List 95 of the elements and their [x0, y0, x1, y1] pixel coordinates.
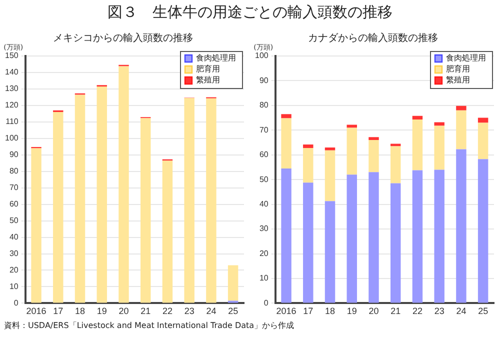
x-tick-label: 25: [228, 306, 238, 316]
x-tick-label: 19: [96, 306, 107, 316]
bar: [303, 144, 314, 148]
bar: [434, 122, 444, 126]
bar: [390, 146, 401, 184]
x-tick-label: 24: [206, 306, 216, 316]
y-tick-label: 90: [9, 150, 19, 160]
bar: [456, 110, 466, 150]
bar: [368, 172, 379, 303]
legend-label: 食肉処理用: [446, 54, 486, 63]
x-tick-label: 22: [162, 306, 172, 316]
bar: [434, 126, 444, 170]
legend-label: 肥育用: [196, 64, 220, 74]
y-tick-label: 90: [259, 76, 269, 85]
bar: [53, 112, 64, 303]
bar: [324, 147, 336, 150]
y-tick-label: 150: [4, 51, 19, 60]
y-tick-label: 130: [4, 84, 19, 94]
bar: [281, 168, 292, 303]
bar: [206, 98, 216, 303]
bar: [96, 86, 107, 303]
bar: [184, 98, 194, 303]
x-tick-label: 20: [118, 306, 129, 316]
y-tick-label: 50: [259, 174, 269, 184]
x-tick-label: 24: [456, 306, 466, 316]
y-tick-label: 40: [259, 200, 269, 209]
bar: [140, 118, 151, 303]
legend-label: 繁殖用: [446, 76, 470, 85]
y-tick-label: 30: [9, 248, 19, 258]
bar: [478, 159, 488, 303]
bar: [281, 118, 292, 168]
bar: [456, 149, 466, 303]
y-tick-label: 10: [9, 282, 19, 291]
y-tick-label: 20: [259, 248, 269, 258]
bar: [346, 124, 357, 128]
x-tick-label: 18: [75, 306, 86, 316]
bar: [118, 66, 129, 303]
bar: [228, 265, 238, 301]
y-tick-label: 0: [14, 298, 19, 308]
bar: [303, 148, 314, 183]
y-tick-label: 80: [259, 100, 269, 110]
bar: [303, 182, 314, 303]
bar: [412, 170, 423, 303]
bar: [368, 140, 379, 172]
y-tick-label: 40: [9, 232, 19, 242]
y-tick-label: 30: [259, 224, 269, 234]
y-tick-label: 140: [4, 68, 19, 77]
bar: [74, 94, 86, 303]
x-tick-label: 17: [303, 306, 314, 316]
bar: [390, 183, 401, 303]
x-tick-label: 2016: [26, 306, 46, 316]
y-tick-label: 50: [9, 216, 19, 226]
x-tick-label: 2016: [276, 306, 296, 316]
bar: [324, 201, 336, 303]
x-tick-label: 18: [325, 306, 336, 316]
y-tick-label: 10: [259, 274, 269, 283]
x-tick-label: 25: [478, 306, 488, 316]
bar: [31, 148, 42, 303]
bar: [412, 116, 423, 120]
x-tick-label: 23: [184, 306, 194, 316]
bar: [412, 120, 423, 170]
y-tick-label: 70: [9, 183, 19, 192]
bar: [456, 106, 466, 110]
text: 資料：USDA/ERS「Livestock and Meat International Trade Data」から作成: [4, 320, 296, 332]
y-tick-label: 110: [6, 117, 19, 126]
y-tick-label: 80: [9, 166, 19, 176]
bar: [346, 174, 357, 303]
chart-title: 図３ 生体牛の用途ごとの輸入頭数の推移: [106, 2, 394, 23]
chart-subtitle: カナダからの輸入頭数の推移: [308, 32, 438, 44]
y-tick-label: 0: [264, 298, 269, 308]
x-tick-label: 19: [346, 306, 357, 316]
chart-subtitle: メキシコからの輸入頭数の推移: [53, 32, 193, 44]
x-tick-label: 23: [434, 306, 444, 316]
legend-label: 食肉処理用: [196, 54, 236, 63]
y-tick-label: 60: [9, 200, 19, 209]
x-tick-label: 17: [53, 306, 64, 316]
bar: [478, 122, 488, 160]
bar: [346, 128, 357, 175]
y-tick-label: 100: [254, 51, 269, 60]
x-tick-label: 21: [390, 306, 401, 316]
legend-label: 肥育用: [446, 64, 470, 74]
x-tick-label: 21: [140, 306, 151, 316]
x-tick-label: 22: [412, 306, 422, 316]
y-tick-label: 20: [9, 265, 19, 274]
bar: [324, 150, 336, 202]
bar: [368, 137, 379, 140]
bar: [162, 160, 173, 303]
bar: [434, 170, 444, 303]
y-tick-label: 100: [4, 134, 19, 143]
y-tick-label: 120: [4, 100, 19, 110]
y-tick-label: 60: [259, 150, 269, 160]
y-tick-label: 70: [259, 125, 269, 134]
bar: [281, 114, 292, 118]
legend-label: 繁殖用: [196, 76, 220, 85]
x-tick-label: 20: [368, 306, 379, 316]
